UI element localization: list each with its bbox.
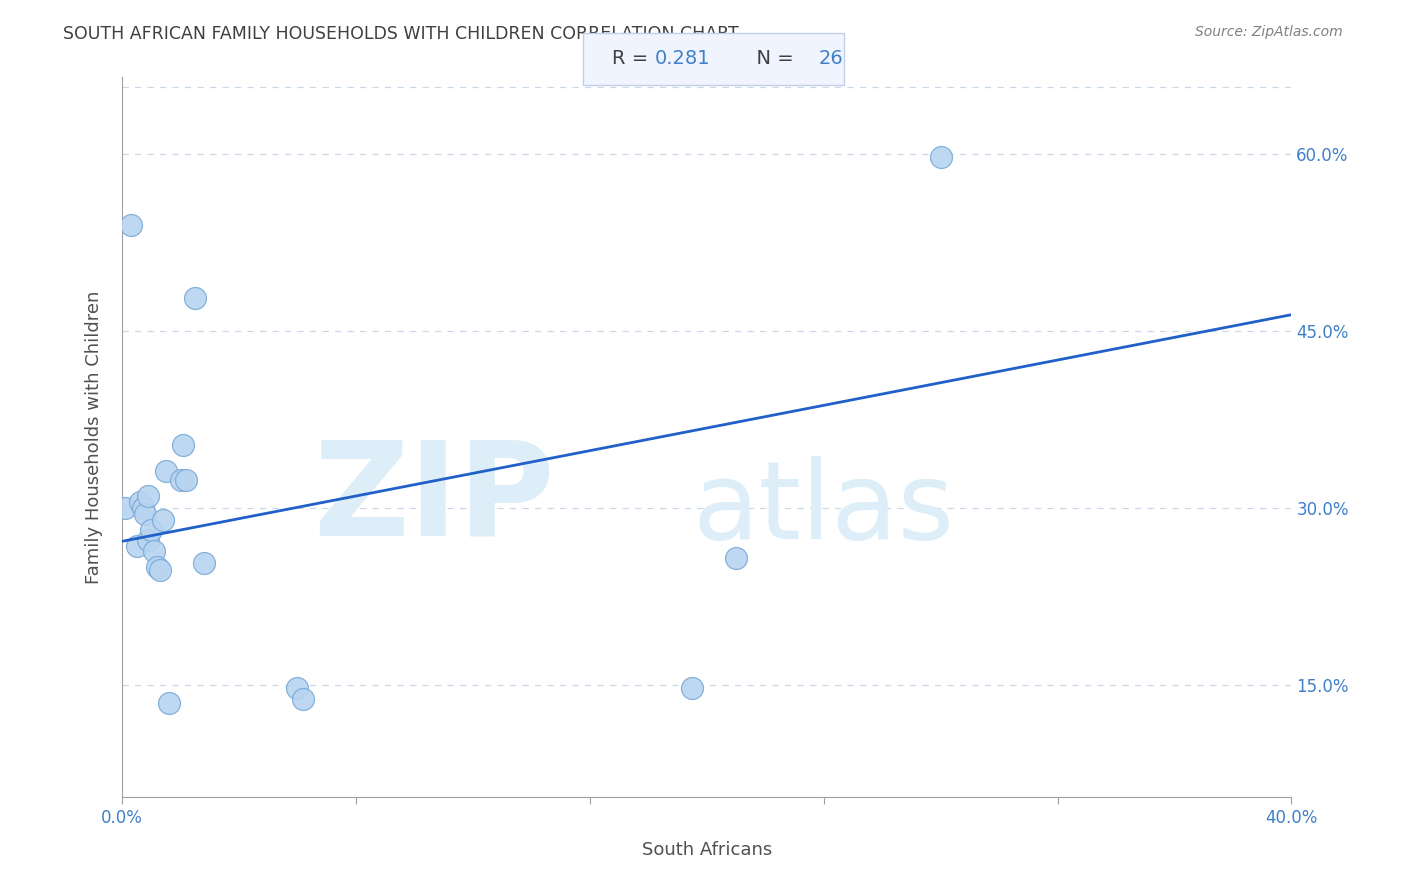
Point [149,563,172,577]
Point [120,218,142,232]
Point [176,473,198,487]
Point [114,501,136,516]
Point [1149,854,1171,868]
Point [146,560,169,574]
Point [681,681,703,695]
Point [152,513,174,527]
Point [172,437,194,451]
Point [193,556,215,570]
Text: ZIP: ZIP [314,435,555,562]
Text: 26: 26 [818,49,844,69]
Point [287,681,309,695]
Point [184,291,207,305]
Text: 0.281: 0.281 [654,49,710,69]
Point [138,490,160,504]
Point [131,501,153,516]
Text: Source: ZipAtlas.com: Source: ZipAtlas.com [1195,25,1343,39]
Text: atlas: atlas [693,457,955,563]
Point [157,696,180,710]
Text: SOUTH AFRICAN FAMILY HOUSEHOLDS WITH CHILDREN CORRELATION CHART: SOUTH AFRICAN FAMILY HOUSEHOLDS WITH CHI… [63,25,740,43]
Text: N =: N = [745,49,800,69]
Y-axis label: Family Households with Children: Family Households with Children [86,291,103,584]
Text: R =: R = [612,49,654,69]
Point [724,550,747,565]
Point [134,507,156,521]
X-axis label: South Africans: South Africans [641,841,772,859]
Point [292,692,315,706]
Point [155,463,177,477]
Point [929,149,952,163]
Point [128,495,150,509]
Point [138,533,160,548]
Point [169,473,191,487]
Point [125,539,148,553]
Point [141,523,163,537]
Point [143,543,166,558]
